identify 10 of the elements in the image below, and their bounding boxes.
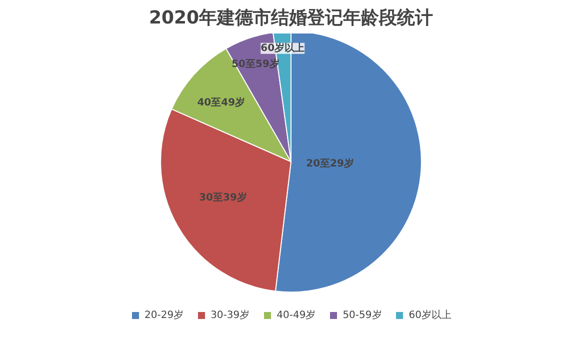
chart-title: 2020年建德市结婚登记年龄段统计: [148, 8, 434, 28]
text: 40至49岁: [197, 96, 246, 108]
legend-label: 50-59岁: [342, 308, 382, 322]
text: 60岁以上: [260, 42, 305, 54]
legend-label: 20-29岁: [144, 308, 184, 322]
legend-label: 30-39岁: [210, 308, 250, 322]
text: 20至29岁: [306, 157, 354, 170]
text: 30至39岁: [199, 191, 247, 204]
legend-label: 40-49岁: [276, 308, 316, 322]
legend-label: 60岁以上: [408, 308, 452, 322]
